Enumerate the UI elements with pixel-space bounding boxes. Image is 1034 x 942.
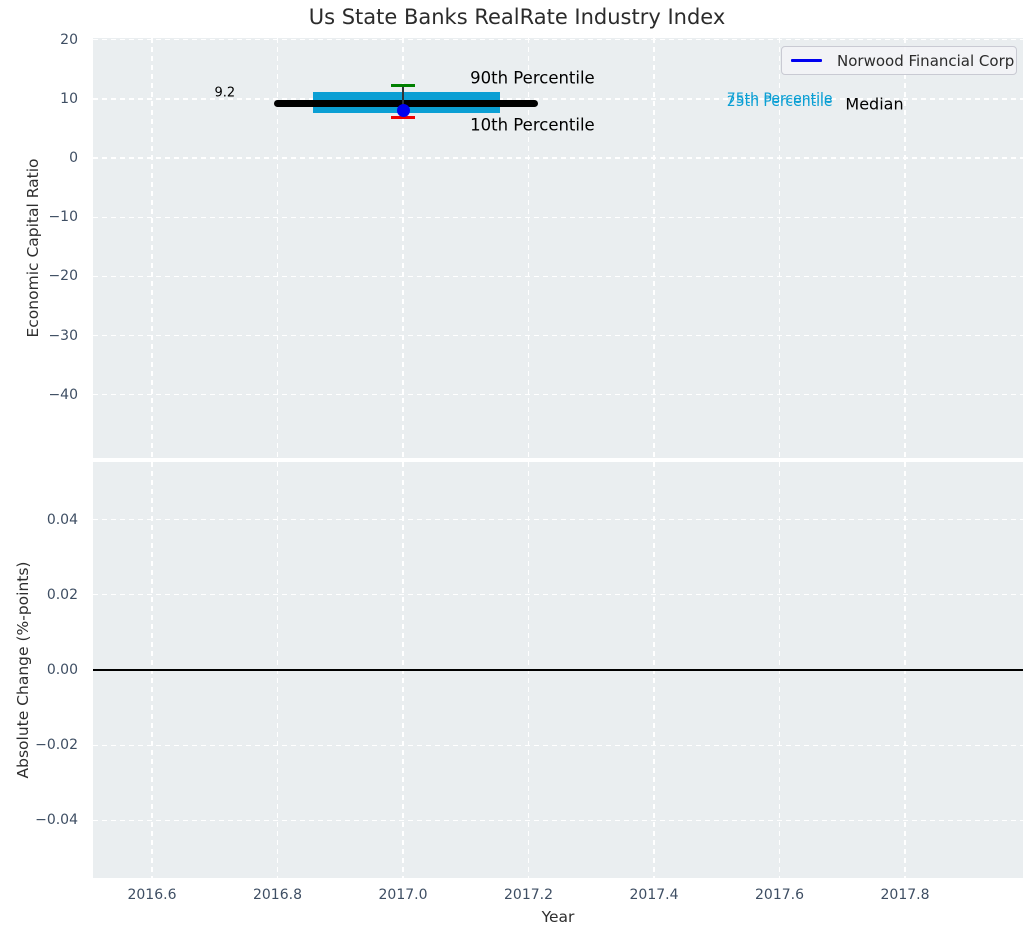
annotation-90th-percentile: 90th Percentile: [470, 68, 595, 88]
annotation-75th-percentile: 75th Percentile: [726, 90, 833, 107]
x-tick-label: 2016.6: [127, 887, 177, 903]
x-axis-label: Year: [541, 908, 575, 926]
gridline-vertical: [276, 38, 279, 458]
gridline-horizontal: [93, 819, 1023, 822]
gridline-horizontal: [93, 518, 1023, 521]
gridline-horizontal: [93, 157, 1023, 159]
x-tick-label: 2017.8: [880, 887, 930, 903]
legend-label: Norwood Financial Corp: [837, 51, 1015, 70]
y-tick-label: 20: [60, 31, 78, 48]
x-tick-label: 2017.2: [504, 887, 553, 903]
gridline-vertical: [653, 38, 655, 458]
gridline-horizontal: [93, 39, 1023, 41]
gridline-horizontal: [93, 275, 1023, 277]
gridline-horizontal: [93, 744, 1023, 746]
gridline-vertical: [904, 38, 906, 458]
bottom-plot-area: [93, 462, 1023, 878]
gridline-horizontal: [93, 216, 1023, 218]
annotation-10th-percentile: 10th Percentile: [470, 115, 595, 135]
y-tick-label: −10: [48, 209, 78, 226]
gridline-horizontal: [93, 98, 1023, 100]
legend: Norwood Financial Corp: [781, 46, 1017, 75]
y-tick-label: −40: [48, 386, 78, 403]
x-tick-label: 2016.8: [252, 887, 302, 903]
y-tick-label: −20: [48, 268, 78, 285]
y-tick-label: −0.04: [35, 812, 78, 829]
gridline-horizontal: [93, 334, 1023, 337]
gridline-vertical: [527, 38, 530, 458]
gridline-horizontal: [93, 394, 1023, 396]
gridline-vertical: [151, 38, 153, 458]
zero-line: [93, 669, 1023, 671]
y-tick-label: 0.02: [46, 586, 78, 603]
x-tick-label: 2017.4: [629, 887, 679, 903]
gridline-vertical: [402, 38, 404, 458]
x-tick-label: 2017.0: [378, 887, 428, 903]
y-tick-label: 10: [60, 90, 78, 107]
top-plot-area: Norwood Financial Corp 9.2 90th Percentil…: [93, 38, 1023, 458]
chart-title: Us State Banks RealRate Industry Index: [308, 5, 726, 29]
y-tick-label: −0.02: [35, 737, 78, 754]
y-tick-label: 0.04: [46, 511, 78, 528]
x-tick-label: 2017.6: [755, 887, 805, 903]
p10-whisker-cap: [391, 116, 415, 120]
y-tick-label: 0.00: [46, 662, 78, 678]
p90-whisker-cap: [391, 83, 415, 87]
whisker-line: [402, 85, 404, 111]
gridline-horizontal: [93, 594, 1023, 596]
y-tick-label: −30: [48, 327, 78, 344]
y-tick-label: 0: [69, 150, 78, 167]
top-y-axis-label: Economic Capital Ratio: [24, 158, 42, 338]
legend-line-swatch: [791, 59, 822, 62]
company-point: [396, 103, 410, 117]
annotation-9-2: 9.2: [214, 85, 236, 101]
gridline-vertical: [778, 38, 781, 458]
annotation-25th-percentile: 25th Percentile: [726, 93, 833, 110]
annotation-median: Median: [845, 94, 904, 114]
